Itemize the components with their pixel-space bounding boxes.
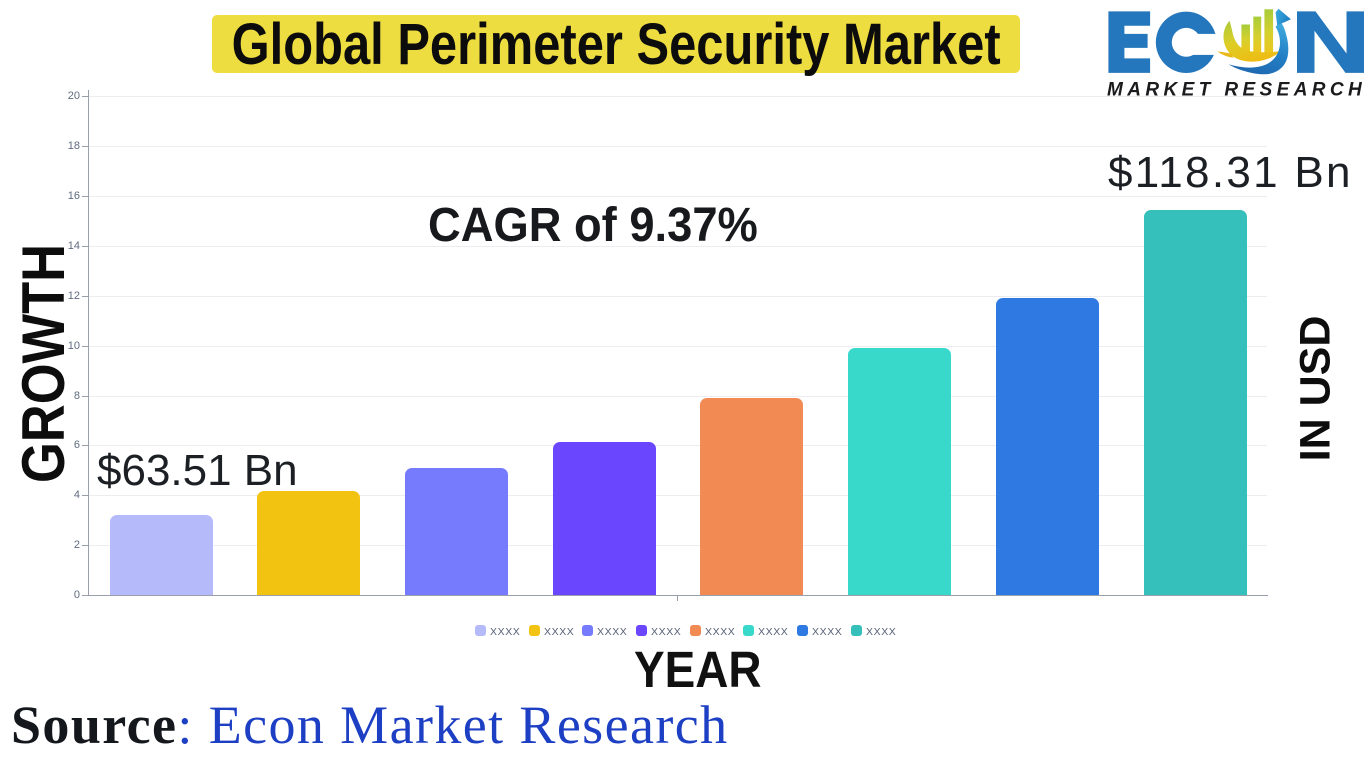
svg-text:MARKET RESEARCH: MARKET RESEARCH — [1107, 80, 1366, 101]
